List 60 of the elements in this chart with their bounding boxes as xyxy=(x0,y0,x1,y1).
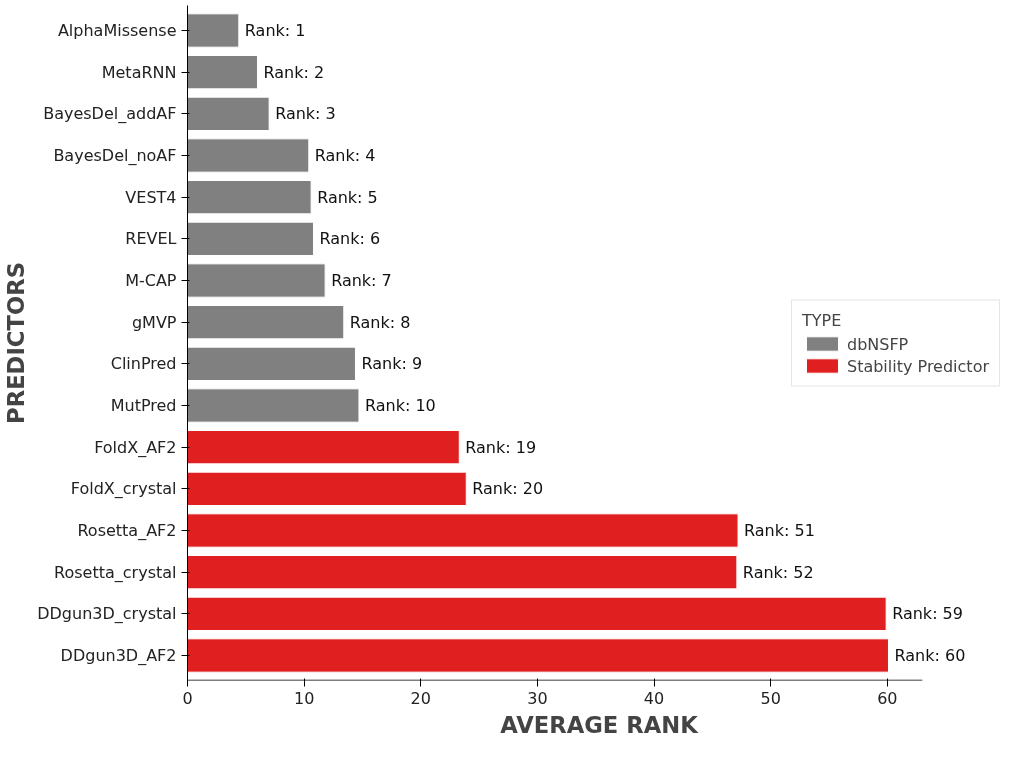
x-tick-label: 20 xyxy=(410,688,431,708)
bar xyxy=(187,555,738,590)
legend-label: dbNSFP xyxy=(846,334,909,353)
annotation: Rank: 3 xyxy=(275,104,336,124)
bar xyxy=(187,638,889,673)
y-tick-label: FoldX_AF2 xyxy=(94,437,177,458)
annotation: Rank: 2 xyxy=(263,62,325,82)
bar xyxy=(187,55,258,90)
bar xyxy=(187,596,887,631)
y-tick-label: DDgun3D_crystal xyxy=(37,604,177,625)
annotation: Rank: 5 xyxy=(317,187,378,207)
x-tick-label: 40 xyxy=(643,688,665,708)
annotation: Rank: 8 xyxy=(349,312,411,332)
bar xyxy=(187,138,310,173)
bar xyxy=(187,388,360,423)
y-tick-label: MutPred xyxy=(110,396,177,415)
annotation: Rank: 52 xyxy=(742,562,814,582)
y-tick-label: REVEL xyxy=(125,229,177,249)
y-tick-label: VEST4 xyxy=(125,187,177,207)
y-tick-label: BayesDel_addAF xyxy=(43,104,177,125)
y-tick-label: AlphaMissense xyxy=(57,21,177,40)
y-tick-label: ClinPred xyxy=(110,354,177,374)
bar xyxy=(187,221,314,256)
annotation: Rank: 60 xyxy=(894,646,966,665)
bar xyxy=(187,471,467,506)
y-tick-label: BayesDel_noAF xyxy=(53,146,177,166)
annotation: Rank: 1 xyxy=(244,21,306,40)
x-tick-label: 10 xyxy=(293,688,315,708)
y-tick-label: MetaRNN xyxy=(101,62,177,82)
bar xyxy=(187,263,326,298)
y-tick-label: Rosetta_crystal xyxy=(54,562,177,583)
x-tick-label: 50 xyxy=(760,688,781,708)
bar xyxy=(187,180,312,215)
x-axis-title: AVERAGE RANK xyxy=(500,711,700,738)
annotation: Rank: 9 xyxy=(361,354,423,374)
annotation: Rank: 51 xyxy=(744,521,815,540)
x-tick-label: 60 xyxy=(877,688,898,708)
bar xyxy=(187,513,739,548)
annotation: Rank: 19 xyxy=(465,437,537,457)
annotation: Rank: 7 xyxy=(331,271,392,290)
bar xyxy=(187,305,345,340)
annotation: Rank: 6 xyxy=(319,229,381,249)
legend-title: TYPE xyxy=(801,310,843,329)
y-tick-label: Rosetta_AF2 xyxy=(77,521,177,541)
annotation: Rank: 4 xyxy=(314,146,376,165)
y-axis-title: PREDICTORS xyxy=(3,262,30,424)
x-tick-label: 0 xyxy=(182,688,193,708)
annotation: Rank: 20 xyxy=(472,479,544,499)
x-tick-label: 30 xyxy=(527,688,548,708)
y-tick-label: DDgun3D_AF2 xyxy=(60,646,177,666)
annotation: Rank: 59 xyxy=(892,604,963,624)
y-tick-label: FoldX_crystal xyxy=(70,479,177,500)
annotation: Rank: 10 xyxy=(364,396,436,415)
bar xyxy=(187,430,460,465)
bar xyxy=(187,96,270,131)
legend-label: Stability Predictor xyxy=(846,356,989,375)
y-tick-label: M-CAP xyxy=(125,271,177,290)
bar xyxy=(187,346,356,381)
bar xyxy=(187,13,240,48)
y-tick-label: gMVP xyxy=(131,312,177,332)
